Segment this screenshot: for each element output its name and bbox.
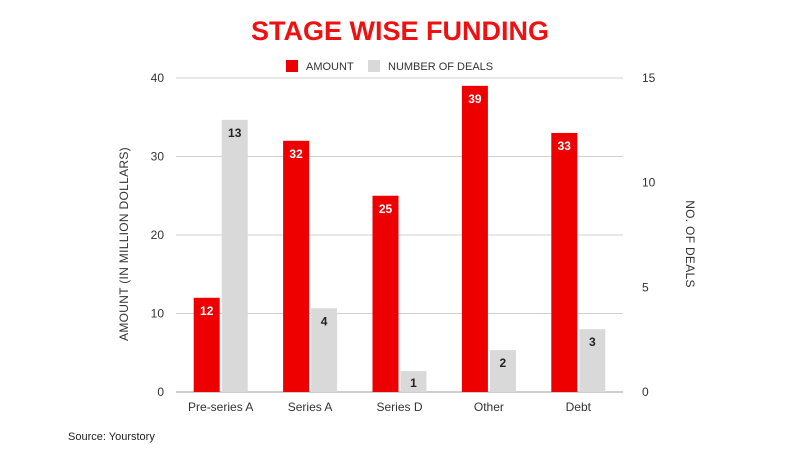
axis-ticks: 0 10 20 30 40 0 5 10 15 Pre-series A Series A Serie… (151, 71, 656, 414)
y2-tick-label: 15 (642, 71, 656, 85)
chart-title: STAGE WISE FUNDING (251, 16, 549, 46)
source-note: Source: Yourstory (68, 431, 155, 443)
bar-amount (372, 195, 399, 392)
legend-swatch-amount (286, 60, 298, 72)
bar-amount (283, 140, 310, 392)
x-tick-label: Pre-series A (188, 400, 253, 414)
y-tick-label: 0 (157, 385, 164, 399)
data-label-deals: 2 (500, 356, 507, 370)
bar-amount (193, 297, 220, 392)
legend: AMOUNT NUMBER OF DEALS (286, 60, 493, 73)
y-tick-label: 20 (151, 228, 165, 242)
data-label-deals: 4 (321, 314, 328, 328)
legend-label-deals: NUMBER OF DEALS (388, 61, 493, 73)
data-label-amount: 32 (289, 147, 303, 161)
x-tick-label: Series D (376, 400, 422, 414)
y-axis-title: AMOUNT (IN MILLION DOLLARS) (117, 147, 131, 341)
y-tick-label: 30 (151, 150, 165, 164)
legend-label-amount: AMOUNT (306, 61, 354, 73)
y2-tick-label: 10 (642, 176, 656, 190)
data-label-amount: 12 (200, 304, 214, 318)
data-label-deals: 13 (228, 126, 242, 140)
data-label-deals: 1 (410, 376, 417, 390)
bar-amount (551, 132, 578, 392)
bar-deals (489, 350, 516, 392)
data-label-amount: 25 (379, 202, 393, 216)
legend-swatch-deals (368, 60, 380, 72)
bar-deals (579, 329, 606, 392)
gridlines (176, 77, 623, 393)
y2-tick-label: 5 (642, 280, 649, 294)
data-label-amount: 33 (558, 139, 572, 153)
data-label-amount: 39 (468, 92, 482, 106)
bars (193, 85, 606, 392)
x-tick-label: Other (474, 400, 504, 414)
y-tick-label: 10 (151, 307, 165, 321)
y2-tick-label: 0 (642, 385, 649, 399)
x-tick-label: Series A (288, 400, 333, 414)
bar-deals (221, 119, 248, 392)
data-label-deals: 3 (589, 335, 596, 349)
bar-amount (461, 85, 488, 392)
bar-deals (311, 308, 338, 392)
bar-deals (400, 371, 427, 392)
x-tick-label: Debt (566, 400, 592, 414)
y2-axis-title: NO. OF DEALS (683, 200, 697, 288)
y-tick-label: 40 (151, 71, 165, 85)
